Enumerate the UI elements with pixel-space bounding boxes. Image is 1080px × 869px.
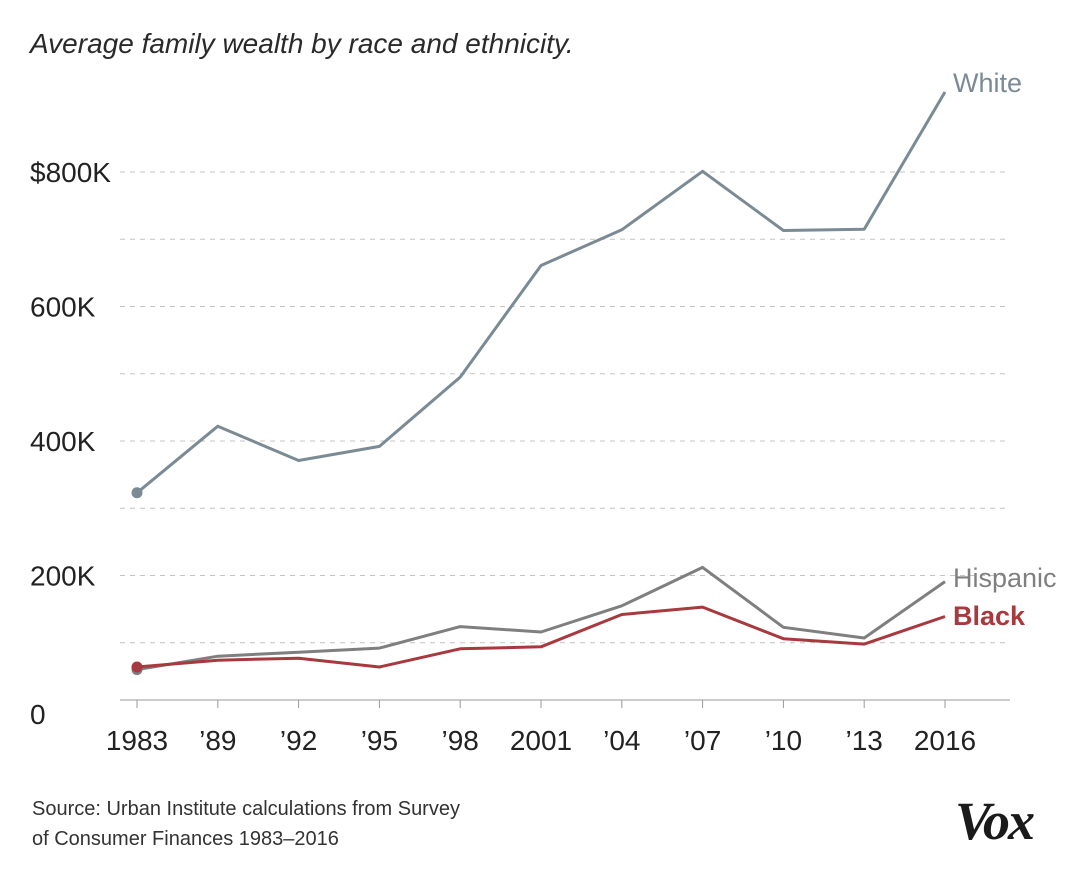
y-tick-label: 200K	[30, 561, 96, 592]
source-line-2: of Consumer Finances 1983–2016	[32, 828, 339, 850]
x-tick-label: ’07	[684, 725, 721, 756]
series-label-white: White	[953, 68, 1022, 98]
x-tick-label: ’13	[846, 725, 883, 756]
series-line-hispanic	[136, 565, 946, 672]
source-note: Source: Urban Institute calculations fro…	[32, 794, 460, 854]
y-tick-label: 400K	[30, 426, 96, 457]
y-tick-label: 600K	[30, 292, 96, 323]
x-tick-label: ’89	[199, 725, 236, 756]
source-line-1: Source: Urban Institute calculations fro…	[32, 798, 460, 820]
x-tick-label: ’10	[765, 725, 802, 756]
x-axis: 1983 ’89 ’92 ’95 ’98 2001 ’04 ’07 ’10 ’13 2016	[106, 700, 976, 756]
x-tick-label: ’98	[442, 725, 479, 756]
x-tick-label: 1983	[106, 725, 168, 756]
series-start-point-white	[131, 487, 143, 499]
series-lines: White Hispanic Black	[131, 68, 1057, 676]
x-tick-label: ’04	[603, 725, 640, 756]
x-tick-label: ’95	[361, 725, 398, 756]
y-axis-ticks: $800K 600K 400K 200K 0	[30, 157, 111, 730]
vox-logo: Vox	[955, 791, 1035, 851]
series-label-black: Black	[953, 601, 1026, 631]
series-line-white	[136, 91, 947, 494]
series-line-black	[136, 605, 946, 669]
grid	[120, 171, 1010, 701]
x-tick-label: 2016	[914, 725, 976, 756]
y-tick-label: 0	[30, 699, 46, 730]
series-start-point-black	[131, 661, 143, 673]
x-tick-label: ’92	[280, 725, 317, 756]
x-tick-label: 2001	[510, 725, 572, 756]
series-label-hispanic: Hispanic	[953, 563, 1057, 593]
chart-title: Average family wealth by race and ethnic…	[30, 28, 574, 59]
y-tick-label: $800K	[30, 157, 111, 188]
